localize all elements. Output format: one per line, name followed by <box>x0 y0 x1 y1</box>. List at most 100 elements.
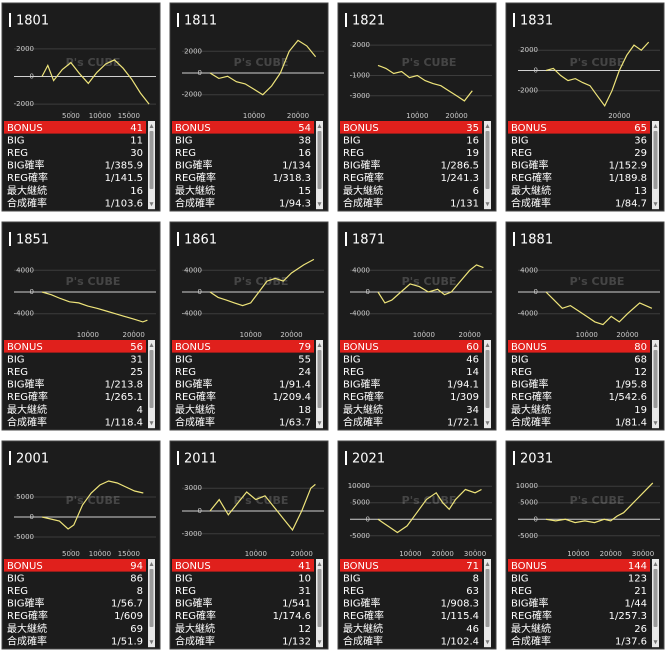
y-tick-label: -2000 <box>182 91 202 99</box>
stat-value: 14 <box>466 367 479 378</box>
stat-label: REG <box>343 148 364 159</box>
machine-panel: 2011 3000 0 -3000 10000 20000 P's CUBE BONUS 41 B… <box>169 440 329 650</box>
stat-label: REG <box>7 367 28 378</box>
stat-label: BIG確率 <box>7 597 45 610</box>
stat-label: REG <box>7 148 28 159</box>
machine-panel: 2031 10000 5000 0 -5000 10000 20000 30000 P's CU… <box>505 440 665 650</box>
title-bar-mark <box>9 13 11 27</box>
watermark: P's CUBE <box>66 275 121 288</box>
stat-value: 30 <box>130 148 143 159</box>
data-line <box>377 264 484 304</box>
stat-value: 4 <box>137 405 143 416</box>
scrollbar-thumb <box>653 131 658 189</box>
panel-background <box>169 440 329 650</box>
stat-value: 19 <box>634 405 647 416</box>
y-tick-label: 2000 <box>184 47 202 55</box>
scroll-down-arrow <box>485 202 490 207</box>
stat-label: 最大継続 <box>343 184 383 197</box>
scrollbar-thumb <box>653 350 658 408</box>
data-line <box>377 488 482 534</box>
stat-label: 合成確率 <box>7 634 47 647</box>
x-tick-label: 10000 <box>243 112 265 120</box>
stat-label: BONUS <box>7 123 43 134</box>
stat-value: 25 <box>130 367 143 378</box>
stat-label: BIG確率 <box>343 159 381 172</box>
stat-label: BIG <box>175 135 193 146</box>
stat-label: BONUS <box>511 342 547 353</box>
panel-background <box>1 221 161 431</box>
watermark: P's CUBE <box>66 494 121 507</box>
stat-value: 12 <box>634 367 647 378</box>
data-line <box>209 483 316 532</box>
stat-value: 31 <box>298 586 311 597</box>
machine-number: 2021 <box>352 452 385 467</box>
data-line <box>41 59 150 105</box>
title-bar-mark <box>177 13 179 27</box>
machine-number: 1821 <box>352 14 385 29</box>
bonus-row-highlight <box>4 340 146 353</box>
y-tick-label: 4000 <box>184 266 202 274</box>
stat-label: BIG確率 <box>343 597 381 610</box>
y-tick-label: -5000 <box>518 532 538 540</box>
stat-value: 1/44 <box>625 599 647 610</box>
x-tick-label: 10000 <box>406 112 428 120</box>
scroll-down-arrow <box>149 640 154 645</box>
machine-number: 2011 <box>184 452 217 467</box>
panel-background <box>1 2 161 212</box>
stat-label: REG確率 <box>511 609 552 622</box>
stat-label: REG確率 <box>343 390 384 403</box>
stat-value: 86 <box>130 573 143 584</box>
scroll-down-arrow <box>485 421 490 426</box>
machine-number: 1861 <box>184 233 217 248</box>
title-bar-mark <box>177 232 179 246</box>
scrollbar-thumb <box>149 131 154 189</box>
data-line <box>377 64 473 102</box>
stat-label: REG確率 <box>175 609 216 622</box>
stat-value: 12 <box>298 624 311 635</box>
stat-value: 1/189.8 <box>609 173 647 184</box>
scroll-down-arrow <box>317 202 322 207</box>
stat-value: 35 <box>466 123 479 134</box>
stat-value: 69 <box>130 624 143 635</box>
data-line <box>209 258 315 307</box>
stat-label: 合成確率 <box>511 415 551 428</box>
stat-value: 24 <box>298 367 311 378</box>
y-tick-label: 0 <box>30 288 34 296</box>
x-tick-label: 20000 <box>123 331 145 339</box>
panel-background <box>505 440 665 650</box>
x-tick-label: 10000 <box>576 331 598 339</box>
data-line <box>545 482 654 524</box>
stat-label: REG <box>175 367 196 378</box>
y-tick-label: 5000 <box>16 493 34 501</box>
x-tick-label: 20000 <box>445 112 467 120</box>
stat-value: 1/286.5 <box>441 161 479 172</box>
y-tick-label: -3000 <box>350 92 370 100</box>
title-bar-mark <box>345 232 347 246</box>
stat-value: 41 <box>298 561 311 572</box>
stat-value: 1/309 <box>450 392 479 403</box>
panel-background <box>505 221 665 431</box>
stat-value: 63 <box>466 586 479 597</box>
title-bar-mark <box>345 13 347 27</box>
stat-value: 29 <box>634 148 647 159</box>
stat-value: 1/141.5 <box>105 173 143 184</box>
stat-label: REG確率 <box>7 390 48 403</box>
stat-value: 11 <box>130 135 143 146</box>
machine-number: 1851 <box>16 233 49 248</box>
stat-label: 合成確率 <box>343 415 383 428</box>
y-tick-label: -4000 <box>14 310 34 318</box>
stat-label: BIG確率 <box>511 597 549 610</box>
stat-value: 94 <box>130 561 143 572</box>
stat-value: 26 <box>634 624 647 635</box>
stat-value: 1/174.6 <box>273 611 311 622</box>
title-bar-mark <box>513 13 515 27</box>
y-tick-label: 0 <box>534 288 538 296</box>
stat-value: 1/134 <box>282 161 311 172</box>
scrollbar-thumb <box>485 131 490 189</box>
scroll-down-arrow <box>317 421 322 426</box>
stat-value: 1/37.6 <box>615 636 647 647</box>
stat-value: 1/102.4 <box>441 636 479 647</box>
y-tick-label: 10000 <box>348 482 370 490</box>
